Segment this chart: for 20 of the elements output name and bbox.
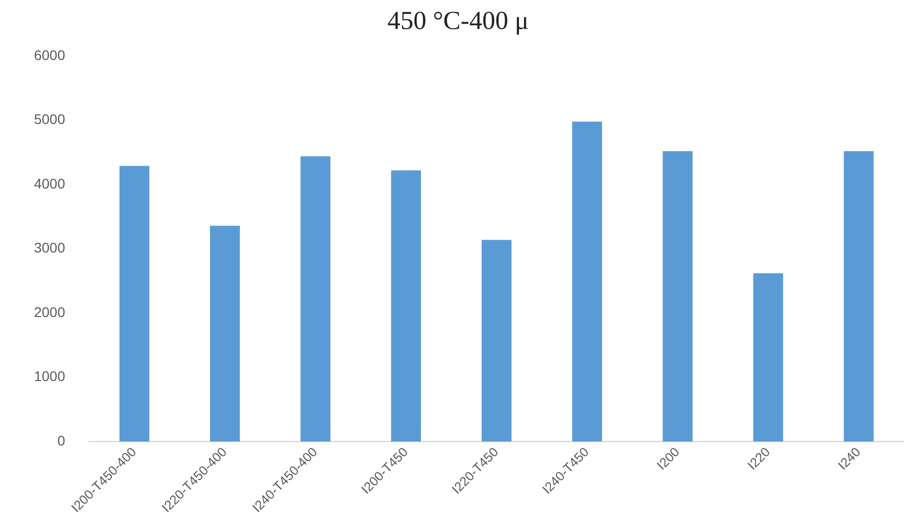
bar [844,151,874,442]
y-tick-label: 3000 [34,240,66,256]
y-tick-label: 4000 [34,175,66,192]
x-tick-label: I200 [654,444,682,473]
y-tick-label: 2000 [34,304,66,320]
bar [482,240,512,442]
y-tick-label: 0 [57,432,66,449]
bar [210,226,240,442]
x-tick-label: I220 [744,444,773,473]
bar [119,166,150,442]
y-tick-label: 6000 [34,46,66,63]
bar [572,122,602,442]
y-tick-label: 1000 [34,368,66,384]
bar [391,170,421,442]
y-tick-label: 5000 [34,111,66,128]
bar [300,156,330,442]
x-tick-label: I240 [834,444,864,473]
bar [662,151,693,442]
chart-title: 450 °C-400 μ [386,6,530,36]
bar [753,273,784,442]
